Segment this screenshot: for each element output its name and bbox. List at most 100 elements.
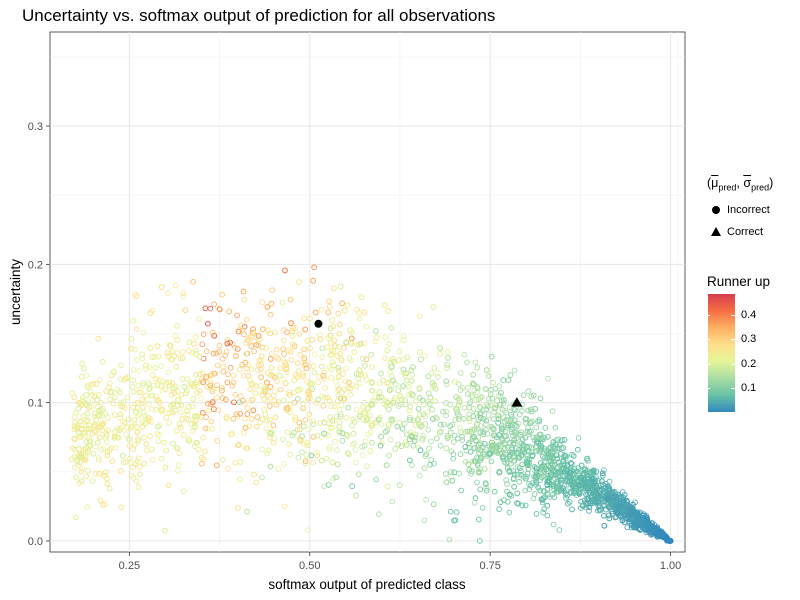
observation-point bbox=[498, 423, 505, 430]
observation-point bbox=[331, 285, 337, 292]
observation-point bbox=[259, 392, 266, 398]
observation-point bbox=[134, 356, 140, 363]
observation-point bbox=[390, 356, 397, 362]
observation-point bbox=[586, 504, 593, 511]
observation-point bbox=[356, 413, 363, 420]
observation-point bbox=[475, 468, 482, 475]
observation-point bbox=[174, 445, 181, 452]
observation-point bbox=[207, 379, 214, 386]
observation-point bbox=[310, 363, 317, 369]
observation-point bbox=[344, 302, 351, 309]
observation-point bbox=[92, 413, 98, 420]
observation-point bbox=[472, 426, 478, 432]
observation-point bbox=[518, 468, 524, 474]
observation-point bbox=[232, 391, 239, 398]
observation-point bbox=[545, 450, 552, 457]
observation-point bbox=[319, 393, 325, 399]
observation-point bbox=[192, 334, 199, 340]
observation-point bbox=[539, 499, 546, 506]
observation-point bbox=[154, 382, 161, 388]
observation-point bbox=[205, 320, 211, 327]
observation-point bbox=[234, 312, 240, 319]
observation-point bbox=[526, 486, 533, 493]
observation-point bbox=[595, 507, 601, 514]
observation-point bbox=[329, 359, 336, 365]
observation-point bbox=[596, 506, 603, 513]
observation-point bbox=[280, 358, 287, 364]
observation-point bbox=[469, 393, 476, 400]
observation-point bbox=[243, 350, 250, 357]
observation-point bbox=[191, 383, 198, 390]
observation-point bbox=[265, 392, 271, 399]
observation-point bbox=[153, 406, 159, 413]
observation-point bbox=[529, 452, 536, 459]
observation-point bbox=[432, 398, 439, 404]
observation-point bbox=[265, 447, 272, 454]
observation-point bbox=[242, 359, 249, 366]
observation-point bbox=[384, 427, 391, 433]
observation-point bbox=[286, 391, 293, 398]
observation-point bbox=[225, 465, 231, 472]
observation-point bbox=[525, 407, 531, 414]
observation-point bbox=[483, 421, 489, 428]
observation-point bbox=[456, 413, 463, 420]
observation-point bbox=[400, 366, 407, 373]
observation-point bbox=[605, 501, 611, 508]
observation-point bbox=[229, 382, 236, 389]
observation-point bbox=[429, 406, 435, 413]
observation-point bbox=[106, 384, 112, 391]
observation-point bbox=[79, 360, 85, 367]
observation-point bbox=[159, 406, 166, 413]
observation-point bbox=[496, 506, 502, 512]
observation-point bbox=[189, 428, 196, 434]
observation-point bbox=[384, 483, 391, 490]
observation-point bbox=[511, 417, 518, 423]
observation-point bbox=[237, 459, 244, 465]
observation-point bbox=[85, 425, 92, 432]
observation-point bbox=[450, 439, 457, 445]
observation-point bbox=[299, 433, 305, 440]
observation-point bbox=[112, 412, 118, 418]
observation-point bbox=[552, 424, 559, 431]
observation-point bbox=[443, 378, 450, 385]
observation-point bbox=[117, 376, 124, 383]
observation-point bbox=[136, 367, 142, 374]
observation-point bbox=[430, 416, 436, 422]
observation-point bbox=[434, 435, 440, 442]
observation-point bbox=[341, 395, 348, 402]
observation-point bbox=[253, 423, 260, 430]
observation-point bbox=[223, 396, 229, 403]
observation-point bbox=[444, 362, 451, 368]
observation-point bbox=[93, 429, 99, 436]
observation-point bbox=[308, 452, 315, 459]
observation-point bbox=[146, 364, 153, 370]
observation-point bbox=[69, 445, 76, 452]
observation-point bbox=[487, 391, 494, 397]
observation-point bbox=[190, 396, 197, 402]
observation-point bbox=[99, 407, 105, 414]
observation-point bbox=[508, 411, 514, 418]
observation-point bbox=[534, 418, 541, 425]
observation-point bbox=[616, 504, 623, 510]
observation-point bbox=[550, 444, 556, 451]
observation-point bbox=[446, 536, 453, 543]
observation-point bbox=[445, 348, 451, 355]
observation-point bbox=[242, 424, 249, 431]
observation-point bbox=[347, 385, 354, 392]
observation-point bbox=[627, 516, 634, 522]
observation-point bbox=[346, 379, 352, 386]
observation-point bbox=[507, 460, 514, 467]
observation-point bbox=[174, 337, 181, 343]
observation-point bbox=[86, 435, 93, 442]
observation-point bbox=[165, 369, 172, 376]
observation-point bbox=[569, 506, 575, 513]
observation-point bbox=[147, 433, 153, 439]
observation-point bbox=[382, 334, 389, 340]
observation-point bbox=[318, 457, 325, 464]
observation-point bbox=[477, 486, 484, 493]
observation-point bbox=[477, 404, 484, 411]
observation-point bbox=[77, 418, 84, 425]
observation-point bbox=[284, 369, 290, 375]
observation-point bbox=[350, 416, 356, 423]
observation-point bbox=[525, 388, 532, 395]
